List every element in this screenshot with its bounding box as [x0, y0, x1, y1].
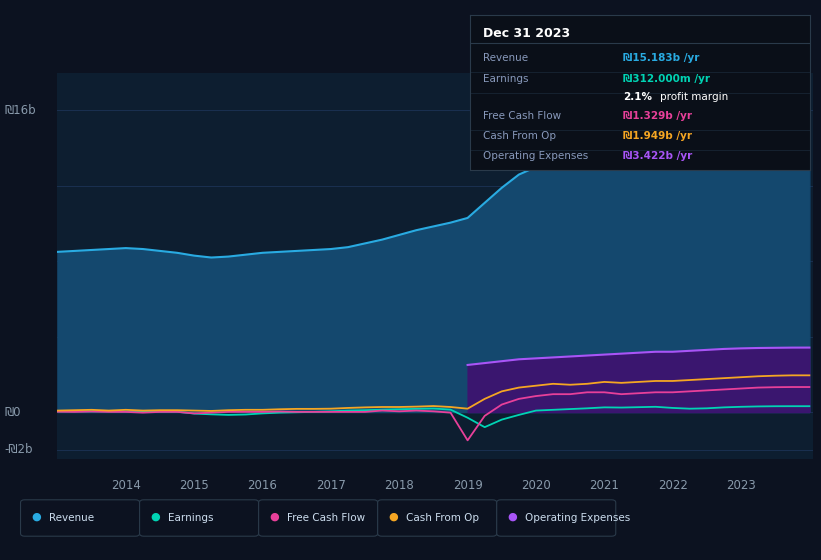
- Text: Dec 31 2023: Dec 31 2023: [484, 27, 571, 40]
- Text: ₪1.949b /yr: ₪1.949b /yr: [623, 131, 692, 141]
- Text: ●: ●: [31, 512, 41, 522]
- Text: Earnings: Earnings: [168, 513, 213, 523]
- Text: ₪16b: ₪16b: [4, 104, 36, 117]
- Text: ₪15.183b /yr: ₪15.183b /yr: [623, 53, 699, 63]
- Text: ₪1.329b /yr: ₪1.329b /yr: [623, 111, 692, 121]
- Text: ₪312.000m /yr: ₪312.000m /yr: [623, 73, 710, 83]
- Text: Operating Expenses: Operating Expenses: [525, 513, 631, 523]
- Text: Cash From Op: Cash From Op: [484, 131, 557, 141]
- Text: 2014: 2014: [111, 479, 140, 492]
- Text: 2021: 2021: [589, 479, 619, 492]
- Text: 2020: 2020: [521, 479, 551, 492]
- Text: 2015: 2015: [179, 479, 209, 492]
- Text: ●: ●: [269, 512, 279, 522]
- Text: 2018: 2018: [384, 479, 414, 492]
- Text: 2019: 2019: [452, 479, 483, 492]
- Text: ●: ●: [388, 512, 398, 522]
- Text: Revenue: Revenue: [49, 513, 94, 523]
- Text: 2.1%: 2.1%: [623, 92, 652, 102]
- Text: -₪2b: -₪2b: [4, 444, 33, 456]
- Text: ₪0: ₪0: [4, 405, 21, 418]
- Text: Earnings: Earnings: [484, 73, 529, 83]
- Text: Cash From Op: Cash From Op: [406, 513, 479, 523]
- Text: 2016: 2016: [248, 479, 277, 492]
- Text: Free Cash Flow: Free Cash Flow: [287, 513, 365, 523]
- Text: Revenue: Revenue: [484, 53, 529, 63]
- Text: 2022: 2022: [658, 479, 688, 492]
- Text: Free Cash Flow: Free Cash Flow: [484, 111, 562, 121]
- Text: 2017: 2017: [316, 479, 346, 492]
- Text: 2023: 2023: [726, 479, 756, 492]
- Text: ₪3.422b /yr: ₪3.422b /yr: [623, 151, 692, 161]
- Text: ●: ●: [507, 512, 517, 522]
- Text: ●: ●: [150, 512, 160, 522]
- Text: profit margin: profit margin: [660, 92, 729, 102]
- Text: Operating Expenses: Operating Expenses: [484, 151, 589, 161]
